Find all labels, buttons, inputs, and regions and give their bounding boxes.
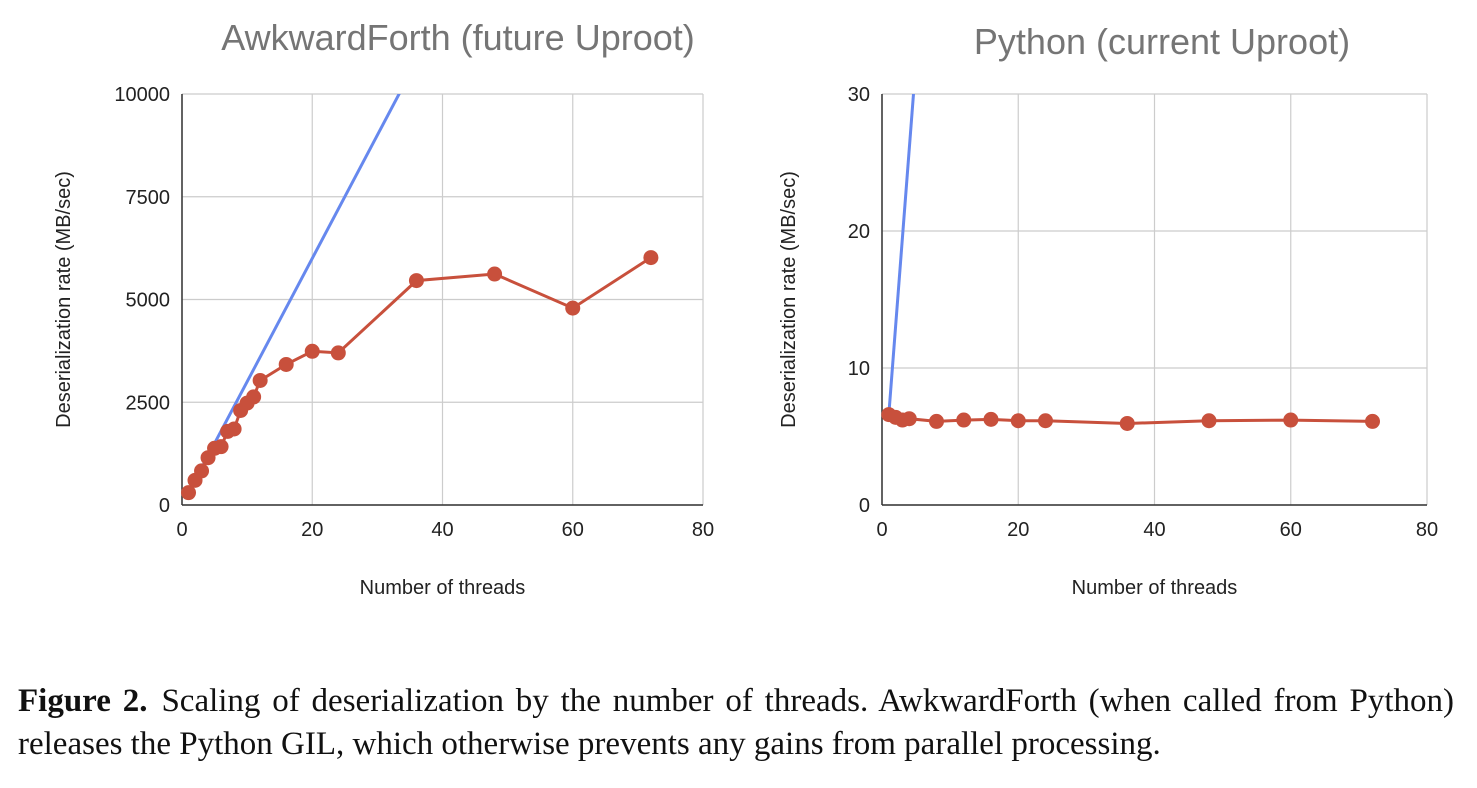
left-chart-y-axis-label: Deserialization rate (MB/sec) (53, 171, 75, 428)
left-chart-data-point (194, 463, 210, 479)
right-chart-x-axis-label: Number of threads (1072, 577, 1238, 599)
left-chart-x-tick-label: 40 (431, 519, 453, 541)
left-chart-data-point (330, 345, 346, 361)
left-chart-x-tick-label: 20 (301, 519, 323, 541)
left-chart-y-tick-label: 7500 (126, 187, 171, 209)
right-chart-x-tick-label: 60 (1280, 519, 1302, 541)
left-chart-y-tick-label: 5000 (126, 290, 171, 312)
right-chart-data-point (929, 413, 944, 429)
left-chart-x-tick-label: 80 (692, 519, 714, 541)
figure-charts: 0 20 40 60 80 0 2500 5000 7500 10000 AwkwardForth … (53, 17, 1438, 599)
right-chart-data-point (1119, 415, 1135, 431)
left-chart-y-tick-label: 2500 (126, 392, 171, 414)
right-chart-data-point (1365, 413, 1380, 429)
left-chart-x-tick-label: 60 (562, 519, 584, 541)
right-chart-data-point (983, 411, 999, 427)
left-chart-data-point (487, 266, 503, 282)
right-chart-y-tick-label: 30 (848, 84, 870, 106)
left-chart-y-tick-label: 0 (159, 495, 170, 517)
left-chart-data-point (304, 343, 320, 359)
right-chart-ideal-line (887, 94, 915, 415)
right-chart-y-tick-label: 10 (848, 358, 870, 380)
charts-svg: 0 20 40 60 80 0 2500 5000 7500 10000 AwkwardForth … (53, 17, 1438, 599)
figure-caption: Figure 2. Scaling of deserialization by t… (18, 680, 1454, 766)
left-chart-data-point (213, 439, 229, 455)
right-chart-x-tick-label: 20 (1007, 519, 1029, 541)
left-chart-data-point (643, 250, 659, 266)
left-chart-data-point (408, 273, 424, 289)
left-chart-x-axis-label: Number of threads (360, 577, 526, 599)
right-chart-data-point (1038, 413, 1053, 429)
left-chart-data-point (226, 421, 242, 437)
caption-label: Figure 2. (18, 683, 148, 719)
left-chart-data-point (565, 300, 581, 316)
right-chart-y-tick-label: 0 (859, 495, 870, 517)
left-chart-title: AwkwardForth (future Uproot) (221, 17, 695, 58)
left-chart-x-tick-label: 0 (176, 519, 187, 541)
left-chart-data-point (278, 356, 294, 372)
right-chart-data-point (1010, 413, 1026, 429)
right-chart-y-tick-label: 20 (848, 221, 870, 243)
right-chart-data-point (1283, 412, 1299, 428)
right-chart-x-tick-label: 40 (1143, 519, 1165, 541)
right-chart-title: Python (current Uproot) (974, 21, 1350, 62)
right-chart-y-axis-label: Deserialization rate (MB/sec) (778, 171, 800, 428)
left-chart-data-point (252, 372, 268, 388)
left-chart-y-tick-label: 10000 (114, 84, 170, 106)
left-chart-data-point (246, 389, 262, 405)
left-chart-data-point (181, 485, 197, 501)
right-chart-data-point (1201, 413, 1217, 429)
right-chart-data-point (901, 411, 917, 427)
right-chart-x-tick-label: 0 (876, 519, 887, 541)
right-chart-data-point (956, 412, 972, 428)
right-chart-x-tick-label: 80 (1416, 519, 1438, 541)
caption-text: Scaling of deserialization by the number… (18, 683, 1454, 762)
